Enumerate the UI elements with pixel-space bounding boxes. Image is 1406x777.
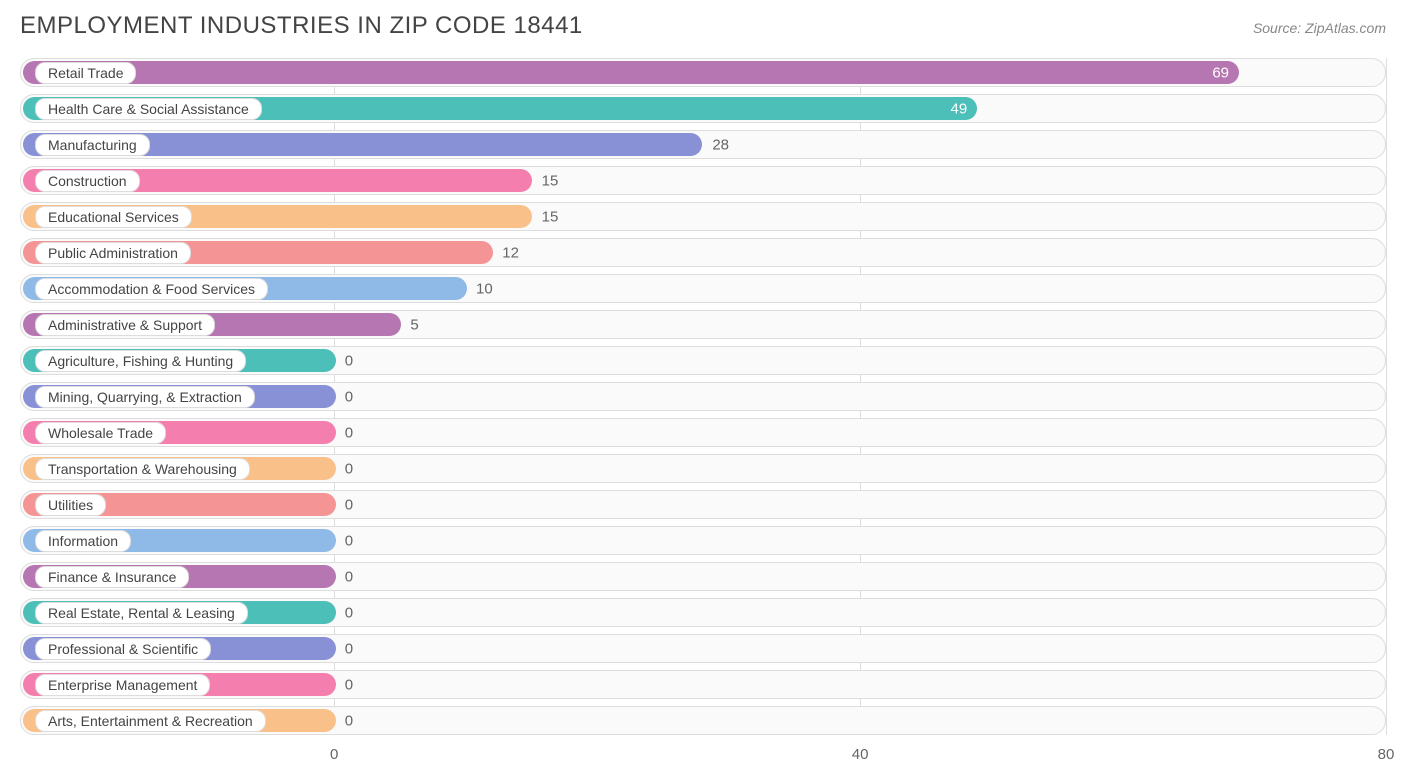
bar-value-label: 0: [345, 424, 353, 441]
bar-value-label: 12: [502, 244, 519, 261]
category-label-pill: Manufacturing: [35, 134, 150, 156]
category-label-pill: Educational Services: [35, 206, 192, 228]
category-label-pill: Mining, Quarrying, & Extraction: [35, 386, 255, 408]
bar-row: Agriculture, Fishing & Hunting 0: [20, 346, 1386, 375]
category-label-pill: Public Administration: [35, 242, 191, 264]
x-tick-label: 80: [1378, 746, 1395, 763]
bar-row: Finance & Insurance 0: [20, 562, 1386, 591]
x-axis: 04080: [20, 742, 1386, 772]
bar-row: Accommodation & Food Services 10: [20, 274, 1386, 303]
category-label-pill: Professional & Scientific: [35, 638, 211, 660]
bar-row: 49 Health Care & Social Assistance: [20, 94, 1386, 123]
chart-title: EMPLOYMENT INDUSTRIES IN ZIP CODE 18441: [20, 12, 583, 40]
bar-value-label: 0: [345, 676, 353, 693]
bar-row: Construction 15: [20, 166, 1386, 195]
bar-row: Educational Services 15: [20, 202, 1386, 231]
bar-row: Utilities 0: [20, 490, 1386, 519]
category-label-pill: Wholesale Trade: [35, 422, 166, 444]
bar-value-label: 0: [345, 352, 353, 369]
category-label-pill: Utilities: [35, 494, 106, 516]
category-label-pill: Construction: [35, 170, 140, 192]
category-label-pill: Finance & Insurance: [35, 566, 189, 588]
bar-row: Manufacturing 28: [20, 130, 1386, 159]
chart-source: Source: ZipAtlas.com: [1253, 20, 1386, 36]
chart-header: EMPLOYMENT INDUSTRIES IN ZIP CODE 18441 …: [0, 0, 1406, 48]
category-label-pill: Administrative & Support: [35, 314, 215, 336]
bar-row: Information 0: [20, 526, 1386, 555]
bar: 69: [23, 61, 1239, 84]
bar-value-label: 5: [410, 316, 418, 333]
bar-value-label: 15: [542, 172, 559, 189]
category-label-pill: Information: [35, 530, 131, 552]
bar-value-label: 0: [345, 712, 353, 729]
bars-container: 69 Retail Trade 49 Health Care & Social Ass…: [20, 58, 1386, 735]
category-label-pill: Arts, Entertainment & Recreation: [35, 710, 266, 732]
category-label-pill: Health Care & Social Assistance: [35, 98, 262, 120]
bar-row: Wholesale Trade 0: [20, 418, 1386, 447]
bar-value-label: 0: [345, 388, 353, 405]
bar-row: Transportation & Warehousing 0: [20, 454, 1386, 483]
bar-value-label: 0: [345, 604, 353, 621]
category-label-pill: Real Estate, Rental & Leasing: [35, 602, 248, 624]
x-tick-label: 40: [852, 746, 869, 763]
category-label-pill: Transportation & Warehousing: [35, 458, 250, 480]
bar-value-label: 15: [542, 208, 559, 225]
bar-row: Public Administration 12: [20, 238, 1386, 267]
bar-row: Professional & Scientific 0: [20, 634, 1386, 663]
bar-value-label: 0: [345, 532, 353, 549]
bar-value-label: 28: [712, 136, 729, 153]
bar-value-label: 69: [1212, 64, 1229, 81]
bar-value-label: 0: [345, 568, 353, 585]
x-tick-label: 0: [330, 746, 338, 763]
gridline: [1386, 58, 1387, 735]
bar-row: Real Estate, Rental & Leasing 0: [20, 598, 1386, 627]
category-label-pill: Agriculture, Fishing & Hunting: [35, 350, 246, 372]
category-label-pill: Retail Trade: [35, 62, 136, 84]
bar-row: 69 Retail Trade: [20, 58, 1386, 87]
bar-value-label: 49: [951, 100, 968, 117]
bar-value-label: 0: [345, 460, 353, 477]
bar-row: Arts, Entertainment & Recreation 0: [20, 706, 1386, 735]
category-label-pill: Accommodation & Food Services: [35, 278, 268, 300]
bar-value-label: 10: [476, 280, 493, 297]
bar-row: Administrative & Support 5: [20, 310, 1386, 339]
bar-row: Mining, Quarrying, & Extraction 0: [20, 382, 1386, 411]
bar-row: Enterprise Management 0: [20, 670, 1386, 699]
bar-value-label: 0: [345, 640, 353, 657]
bar-value-label: 0: [345, 496, 353, 513]
category-label-pill: Enterprise Management: [35, 674, 210, 696]
chart-area: 69 Retail Trade 49 Health Care & Social Ass…: [0, 48, 1406, 772]
